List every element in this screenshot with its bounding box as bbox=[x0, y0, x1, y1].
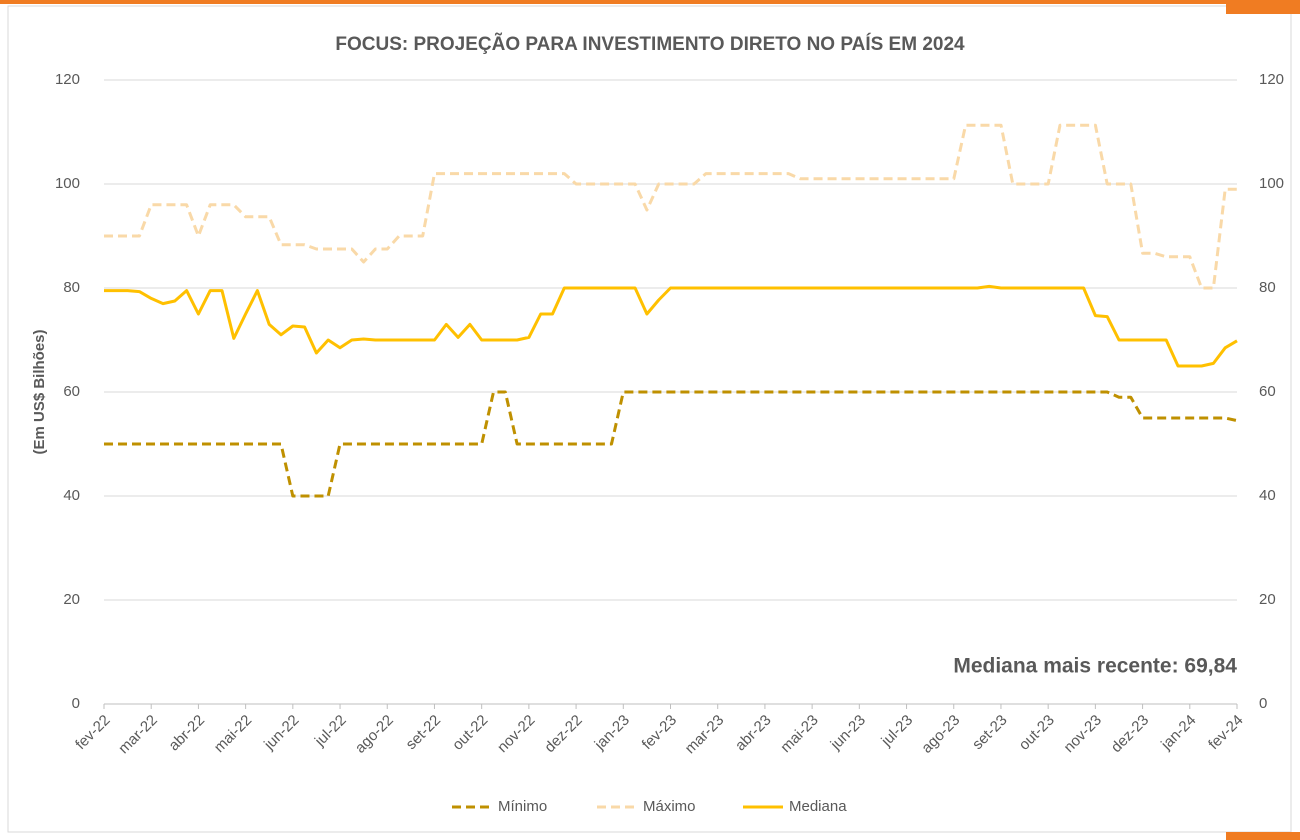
legend-label: Mediana bbox=[789, 798, 847, 815]
y-tick-label: 40 bbox=[63, 487, 80, 504]
y-tick-label: 80 bbox=[63, 279, 80, 296]
y-tick-label: 0 bbox=[72, 695, 80, 712]
corner-accent bbox=[1226, 832, 1300, 840]
y-axis-title: (Em US$ Bilhões) bbox=[31, 329, 48, 454]
y-tick-label: 100 bbox=[55, 175, 80, 192]
chart-frame bbox=[7, 5, 1292, 833]
y2-tick-label: 60 bbox=[1259, 383, 1276, 400]
top-accent bbox=[0, 0, 1300, 4]
y2-tick-label: 120 bbox=[1259, 71, 1284, 88]
y-tick-label: 60 bbox=[63, 383, 80, 400]
legend-label: Mínimo bbox=[498, 798, 547, 815]
series-line bbox=[104, 390, 1238, 498]
legend-label: Máximo bbox=[643, 798, 696, 815]
y2-tick-label: 80 bbox=[1259, 279, 1276, 296]
annotation: Mediana mais recente: 69,84 bbox=[953, 655, 1237, 678]
y2-tick-label: 0 bbox=[1259, 695, 1267, 712]
y-tick-label: 120 bbox=[55, 71, 80, 88]
corner-accent bbox=[1226, 0, 1300, 14]
y2-tick-label: 20 bbox=[1259, 591, 1276, 608]
series-line bbox=[104, 284, 1238, 368]
y2-tick-label: 100 bbox=[1259, 175, 1284, 192]
series-line bbox=[104, 123, 1237, 290]
y2-tick-label: 40 bbox=[1259, 487, 1276, 504]
chart-title: FOCUS: PROJEÇÃO PARA INVESTIMENTO DIRETO… bbox=[335, 33, 965, 55]
y-tick-label: 20 bbox=[63, 591, 80, 608]
